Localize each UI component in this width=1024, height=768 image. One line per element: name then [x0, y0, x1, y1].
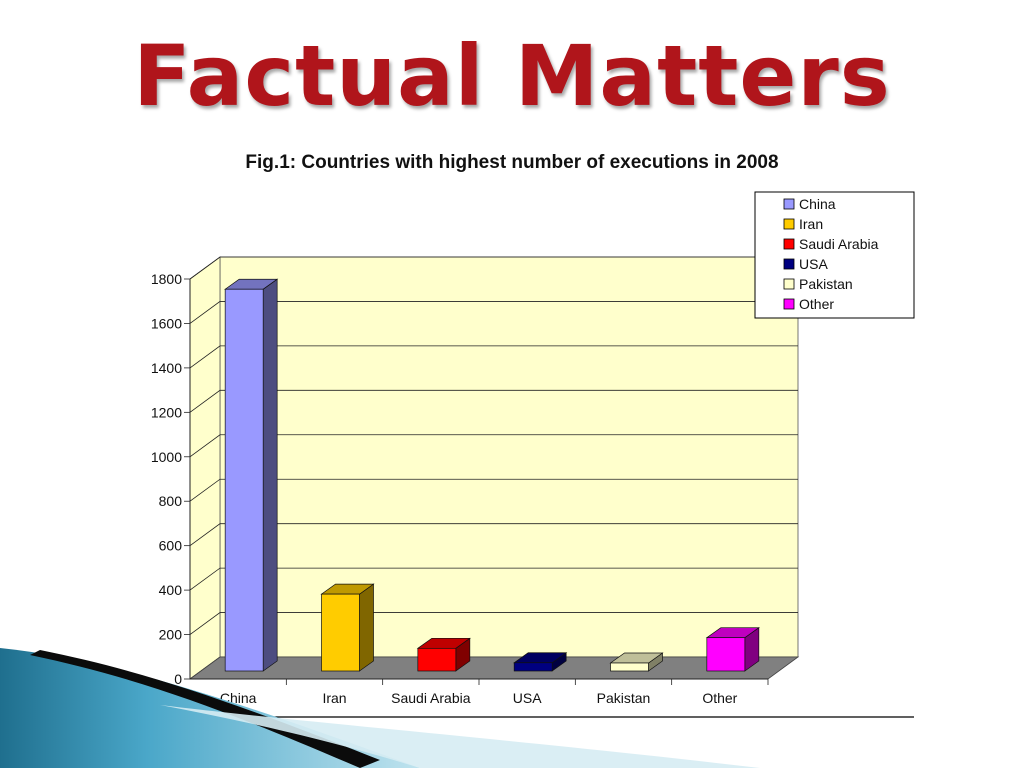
- gridline: [189, 345, 798, 369]
- legend-swatch: [783, 278, 795, 290]
- gridline: [189, 612, 798, 635]
- y-tick-label: 200: [159, 627, 183, 643]
- gridline: [189, 478, 798, 502]
- bar-saudi-arabia: [416, 637, 471, 672]
- bar-pakistan: [609, 652, 664, 672]
- legend: China Iran Saudi Arabia USA Pakistan Other: [754, 191, 915, 319]
- slide-title: Factual Matters: [133, 27, 891, 125]
- chart-title: Fig.1: Countries with highest number of …: [245, 152, 779, 173]
- x-tick-label: Saudi Arabia: [391, 690, 471, 706]
- bar-iran: [320, 583, 375, 672]
- legend-swatch: [783, 238, 795, 250]
- y-tick-label: 1800: [151, 271, 182, 287]
- y-tick-label: 1400: [151, 360, 182, 376]
- gridline: [189, 301, 798, 324]
- legend-label: China: [799, 196, 836, 212]
- gridline: [189, 523, 798, 546]
- y-tick-label: 1200: [151, 404, 182, 420]
- legend-label: Saudi Arabia: [799, 236, 879, 252]
- y-tick-label: 0: [174, 671, 182, 687]
- legend-entry: China: [783, 196, 836, 212]
- legend-swatch: [783, 258, 795, 270]
- bar-china: [224, 278, 279, 672]
- legend-entry: USA: [783, 256, 828, 272]
- y-tick-label: 600: [159, 538, 183, 554]
- legend-entry: Pakistan: [783, 276, 853, 292]
- legend-swatch: [783, 218, 795, 230]
- x-tick-label: USA: [513, 690, 542, 706]
- gridline: [189, 256, 798, 280]
- legend-swatch: [783, 298, 795, 310]
- y-tick-label: 1000: [151, 449, 182, 465]
- y-tick-label: 400: [159, 582, 183, 598]
- x-tick-label: Pakistan: [597, 690, 651, 706]
- x-tick-label: Iran: [322, 690, 346, 706]
- legend-box: [754, 191, 915, 319]
- legend-label: Other: [799, 296, 834, 312]
- y-tick-label: 800: [159, 493, 183, 509]
- x-tick-label: Other: [702, 690, 737, 706]
- gridline: [189, 389, 798, 413]
- legend-entry: Saudi Arabia: [783, 236, 879, 252]
- legend-swatch: [783, 198, 795, 210]
- bar-usa: [513, 652, 568, 672]
- gridline: [189, 567, 798, 591]
- y-tick-label: 1600: [151, 315, 182, 331]
- legend-label: Pakistan: [799, 276, 853, 292]
- legend-entry: Iran: [783, 216, 823, 232]
- legend-label: Iran: [799, 216, 823, 232]
- bar-other: [705, 626, 760, 672]
- legend-label: USA: [799, 256, 828, 272]
- legend-entry: Other: [783, 296, 834, 312]
- gridline: [189, 434, 798, 458]
